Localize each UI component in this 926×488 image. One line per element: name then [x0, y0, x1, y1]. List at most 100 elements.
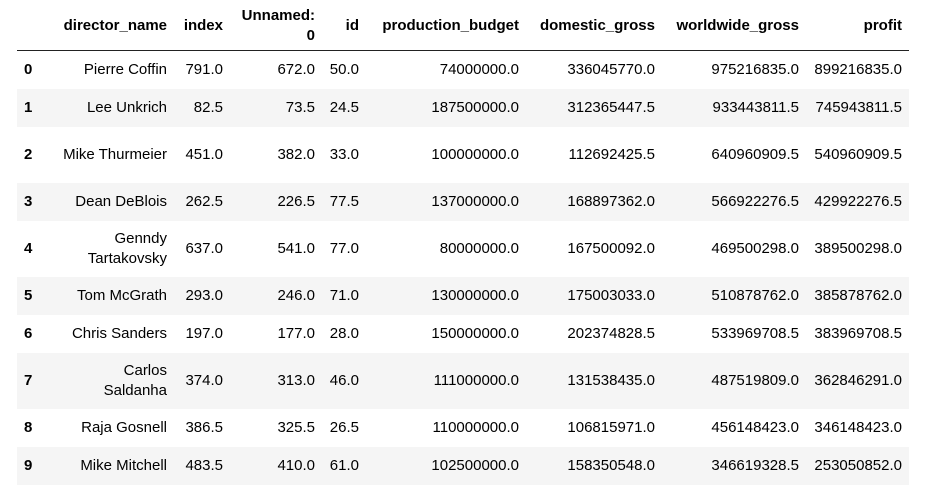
- cell-index: 637.0: [185, 239, 223, 257]
- table-row: 3 Dean DeBlois 262.5 226.5 77.5 13700000…: [17, 182, 909, 221]
- cell-production-budget: 187500000.0: [431, 98, 519, 116]
- row-index: 6: [24, 324, 33, 342]
- header-domestic-gross: domestic_gross: [526, 2, 662, 51]
- table-row: 0 Pierre Coffin 791.0 672.0 50.0 7400000…: [17, 50, 909, 89]
- cell-domestic-gross: 112692425.5: [568, 145, 655, 163]
- row-index: 9: [24, 456, 33, 474]
- cell-domestic-gross: 106815971.0: [567, 418, 655, 436]
- table-row: 9 Mike Mitchell 483.5 410.0 61.0 1025000…: [17, 446, 909, 485]
- cell-index: 451.0: [185, 145, 223, 163]
- cell-director-name: Chris Sanders: [71, 324, 167, 342]
- cell-production-budget: 130000000.0: [431, 286, 519, 304]
- cell-unnamed-0: 672.0: [277, 60, 315, 78]
- table-row: 2 Mike Thurmeier 451.0 382.0 33.0 100000…: [17, 126, 909, 183]
- cell-domestic-gross: 131538435.0: [567, 371, 655, 389]
- cell-worldwide-gross: 533969708.5: [711, 324, 799, 342]
- row-index: 2: [24, 145, 33, 163]
- row-index: 3: [24, 192, 33, 210]
- cell-director-name: Mike Mitchell: [80, 456, 167, 474]
- cell-production-budget: 111000000.0: [433, 371, 519, 389]
- row-index: 0: [24, 60, 33, 78]
- table-row: 4 Genndy Tartakovsky 637.0 541.0 77.0 80…: [17, 220, 909, 277]
- cell-domestic-gross: 158350548.0: [567, 456, 655, 474]
- table-row: 7 Carlos Saldanha 374.0 313.0 46.0 11100…: [17, 352, 909, 409]
- cell-director-name: Tom McGrath: [76, 286, 167, 304]
- row-index: 4: [24, 239, 33, 257]
- cell-domestic-gross: 167500092.0: [567, 239, 655, 257]
- cell-production-budget: 100000000.0: [431, 145, 519, 163]
- table-row: 6 Chris Sanders 197.0 177.0 28.0 1500000…: [17, 314, 909, 353]
- header-unnamed-0: Unnamed: 0: [230, 2, 322, 51]
- cell-profit: 346148423.0: [814, 418, 902, 436]
- cell-id: 61.0: [329, 456, 359, 474]
- cell-profit: 389500298.0: [814, 239, 902, 257]
- header-profit: profit: [806, 2, 909, 51]
- cell-id: 71.0: [329, 286, 359, 304]
- cell-id: 26.5: [329, 418, 359, 436]
- cell-id: 24.5: [329, 98, 359, 116]
- cell-production-budget: 137000000.0: [431, 192, 519, 210]
- table-row: 8 Raja Gosnell 386.5 325.5 26.5 11000000…: [17, 408, 909, 447]
- cell-worldwide-gross: 510878762.0: [711, 286, 799, 304]
- cell-index: 483.5: [185, 456, 223, 474]
- cell-unnamed-0: 246.0: [277, 286, 315, 304]
- cell-index: 293.0: [185, 286, 223, 304]
- cell-worldwide-gross: 975216835.0: [711, 60, 799, 78]
- cell-domestic-gross: 175003033.0: [567, 286, 655, 304]
- cell-worldwide-gross: 456148423.0: [711, 418, 799, 436]
- cell-worldwide-gross: 469500298.0: [711, 239, 799, 257]
- header-index: index: [174, 2, 230, 51]
- cell-profit: 385878762.0: [814, 286, 902, 304]
- cell-id: 50.0: [329, 60, 359, 78]
- cell-unnamed-0: 410.0: [277, 456, 315, 474]
- cell-profit: 745943811.5: [815, 98, 902, 116]
- cell-index: 82.5: [193, 98, 223, 116]
- cell-index: 197.0: [185, 324, 223, 342]
- header-index-blank: [17, 2, 50, 51]
- row-index: 5: [24, 286, 33, 304]
- cell-production-budget: 74000000.0: [439, 60, 519, 78]
- cell-profit: 253050852.0: [814, 456, 902, 474]
- cell-profit: 362846291.0: [814, 371, 902, 389]
- cell-director-name: Raja Gosnell: [81, 418, 167, 436]
- cell-id: 28.0: [329, 324, 359, 342]
- cell-index: 262.5: [185, 192, 223, 210]
- cell-unnamed-0: 313.0: [277, 371, 315, 389]
- header-director-name: director_name: [50, 2, 174, 51]
- cell-unnamed-0: 226.5: [277, 192, 315, 210]
- cell-profit: 899216835.0: [814, 60, 902, 78]
- cell-director-name: Genndy Tartakovsky: [87, 229, 167, 267]
- cell-unnamed-0: 325.5: [277, 418, 315, 436]
- cell-unnamed-0: 177.0: [277, 324, 315, 342]
- cell-index: 374.0: [185, 371, 223, 389]
- cell-index: 386.5: [185, 418, 223, 436]
- cell-profit: 540960909.5: [814, 145, 902, 163]
- cell-id: 77.0: [329, 239, 359, 257]
- cell-unnamed-0: 541.0: [277, 239, 315, 257]
- row-index: 8: [24, 418, 33, 436]
- table-body: 0 Pierre Coffin 791.0 672.0 50.0 7400000…: [17, 50, 909, 485]
- table-header: director_name index Unnamed: 0 id produc…: [17, 2, 909, 51]
- cell-index: 791.0: [185, 60, 223, 78]
- cell-production-budget: 80000000.0: [439, 239, 519, 257]
- cell-director-name: Pierre Coffin: [83, 60, 167, 78]
- cell-director-name: Carlos Saldanha: [103, 361, 167, 399]
- cell-worldwide-gross: 933443811.5: [712, 98, 799, 116]
- table-row: 5 Tom McGrath 293.0 246.0 71.0 130000000…: [17, 276, 909, 315]
- cell-production-budget: 102500000.0: [431, 456, 519, 474]
- dataframe-table: director_name index Unnamed: 0 id produc…: [17, 2, 909, 485]
- cell-id: 77.5: [329, 192, 359, 210]
- cell-production-budget: 150000000.0: [431, 324, 519, 342]
- header-production-budget: production_budget: [366, 2, 526, 51]
- cell-unnamed-0: 73.5: [285, 98, 315, 116]
- cell-domestic-gross: 202374828.5: [567, 324, 655, 342]
- header-worldwide-gross: worldwide_gross: [662, 2, 806, 51]
- cell-id: 33.0: [329, 145, 359, 163]
- cell-profit: 429922276.5: [814, 192, 902, 210]
- header-row: director_name index Unnamed: 0 id produc…: [17, 2, 909, 51]
- cell-profit: 383969708.5: [814, 324, 902, 342]
- cell-worldwide-gross: 640960909.5: [711, 145, 799, 163]
- cell-domestic-gross: 336045770.0: [567, 60, 655, 78]
- row-index: 7: [24, 371, 33, 389]
- cell-director-name: Mike Thurmeier: [63, 145, 167, 163]
